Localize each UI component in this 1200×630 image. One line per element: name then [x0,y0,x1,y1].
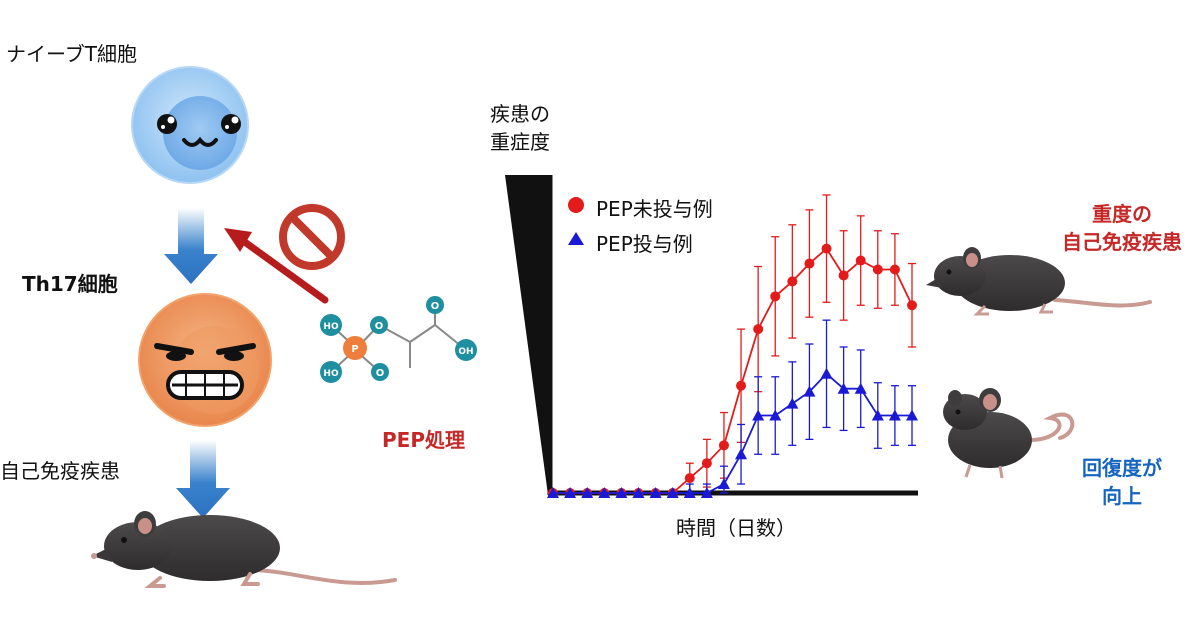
disease-arrow [176,440,230,518]
angry-grin-face-icon [154,343,256,400]
data-point [700,487,713,498]
data-point [770,291,781,302]
severity-wedge [505,175,548,495]
data-point [854,382,867,394]
data-point [666,487,679,498]
data-point [888,409,901,421]
data-point [701,458,712,469]
atom-o-1: O [375,321,384,332]
recovery-label-line2: 向上 [1102,484,1142,508]
data-point [615,487,628,498]
data-point [787,276,798,287]
data-point [735,448,748,460]
data-point [718,440,729,451]
data-point [838,270,849,281]
y-axis-label-line1: 疾患の [490,102,550,126]
severe-mouse-image [926,247,1152,316]
data-point [837,382,850,394]
chart-area [505,175,918,498]
data-point [786,397,799,409]
data-point [821,243,832,254]
diseased-mouse-image [91,511,397,588]
inhibition-arrowhead [224,228,252,252]
atom-o-2: O [376,368,385,379]
data-point [907,300,917,311]
data-point [889,264,900,275]
atom-ho-2: HO [323,369,339,379]
naive-t-cell-label: ナイーブT細胞 [6,42,138,66]
data-point [598,487,611,498]
severe-label-line2: 自己免疫疾患 [1062,230,1182,254]
recovered-mouse-image [943,388,1075,479]
treated-series [547,319,918,498]
data-point [871,409,884,421]
prohibition-icon [279,204,345,270]
naive-t-cell [131,66,249,184]
legend [568,197,584,245]
series-layer [547,194,918,498]
severe-label-line1: 重度の [1092,202,1152,226]
x-axis-label: 時間（日数） [676,516,796,540]
atom-oh: OH [458,347,473,357]
pep-molecule-icon: HO HO P O O O OH [320,296,477,383]
y-axis-label-line2: 重症度 [490,130,550,154]
autoimmune-disease-label: 自己免疫疾患 [0,459,120,483]
data-point [649,487,662,498]
data-point [906,409,918,421]
atom-o-3: O [431,301,440,312]
data-point [803,385,816,397]
data-point [683,487,696,498]
series-line [553,247,913,494]
untreated-series [548,194,917,498]
data-point [736,380,747,391]
data-point [872,264,883,275]
data-point [564,487,577,498]
data-point [855,255,866,266]
data-point [752,409,765,421]
data-point [547,487,559,498]
data-point [753,324,764,335]
inhibition-arrow [238,236,329,304]
atom-ho-1: HO [323,322,339,332]
data-point [769,409,782,421]
data-point [820,367,833,379]
legend-circle-marker [568,197,584,213]
data-point [717,478,730,490]
data-point [632,487,645,498]
data-point [804,258,815,269]
series-line [553,372,912,494]
th17-cell [138,293,272,427]
legend-label-treated: PEP投与例 [596,232,693,256]
data-point [581,487,594,498]
data-point [684,473,695,484]
legend-triangle-marker [568,232,584,245]
recovery-label-line1: 回復度が [1082,456,1162,480]
legend-label-untreated: PEP未投与例 [596,197,713,221]
pep-treatment-label: PEP処理 [382,428,465,452]
cute-face-icon [157,114,241,147]
differentiation-arrow [164,208,218,284]
atom-p: P [351,344,358,355]
th17-cell-label: Th17細胞 [22,272,118,296]
